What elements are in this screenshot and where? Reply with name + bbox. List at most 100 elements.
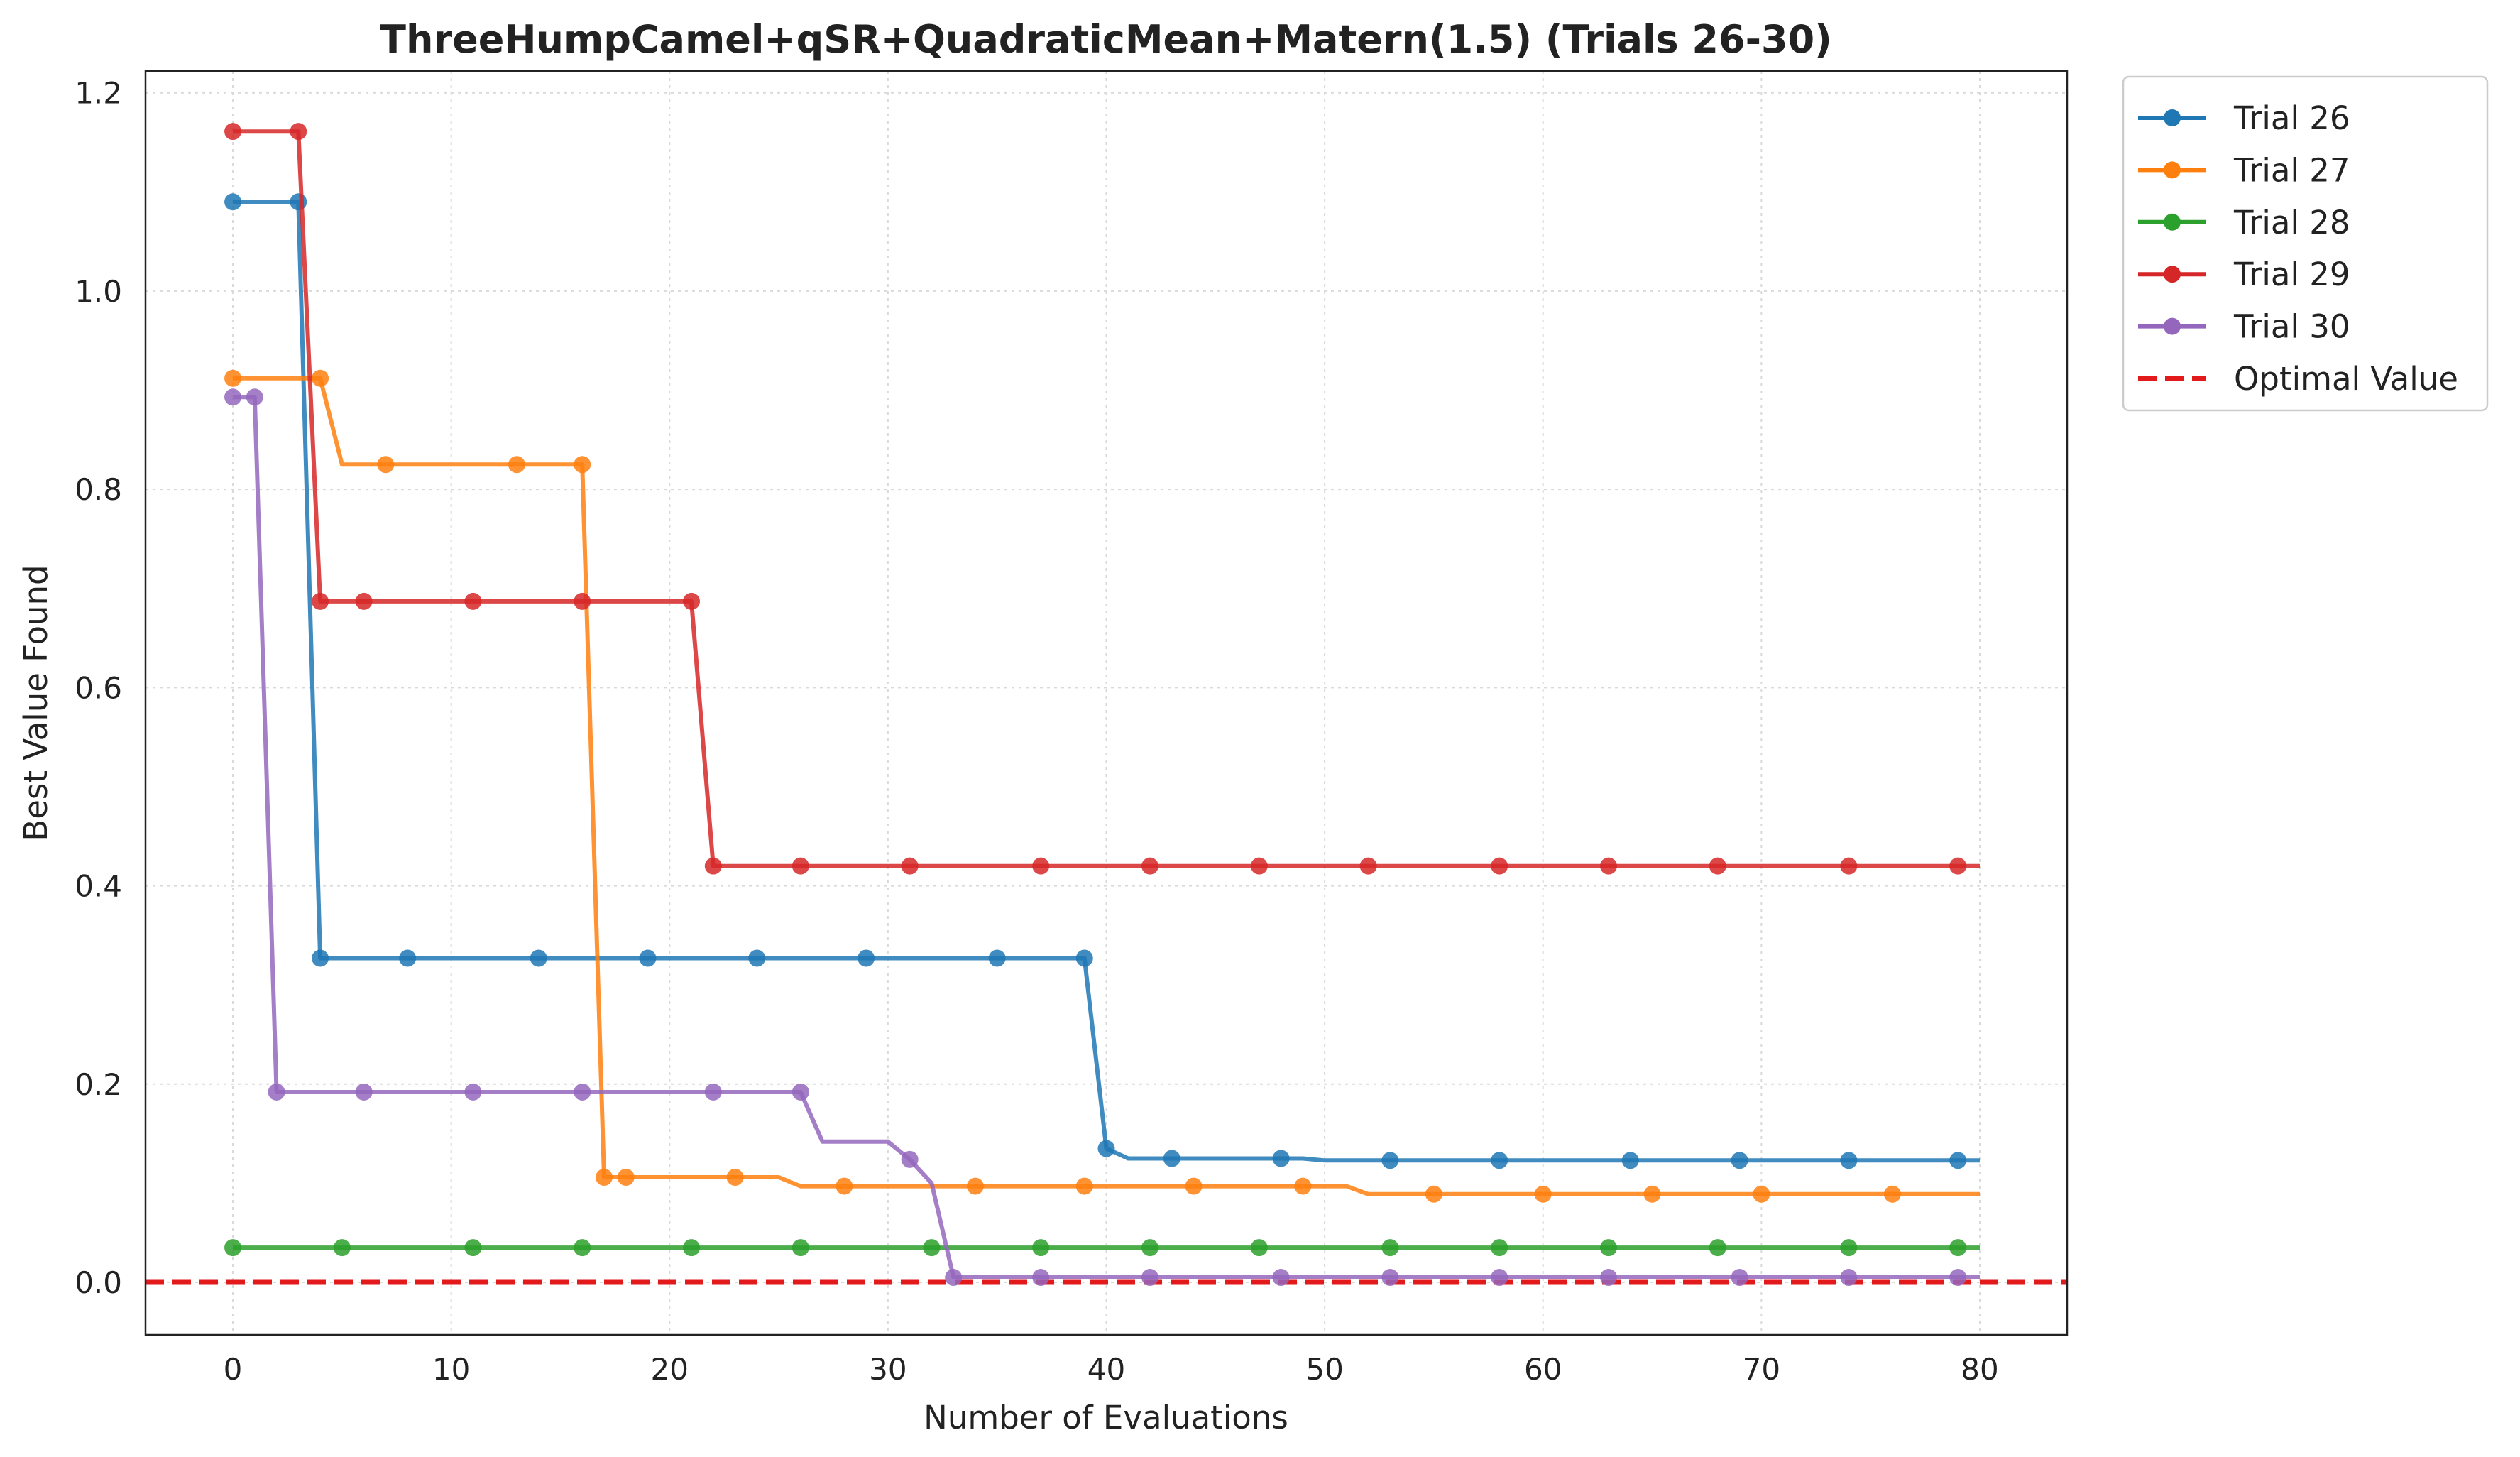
data-point bbox=[464, 1239, 482, 1257]
data-point bbox=[1381, 1152, 1399, 1169]
legend-label: Trial 30 bbox=[2233, 308, 2350, 346]
series-trial-26 bbox=[224, 193, 1980, 1169]
data-point bbox=[1141, 1239, 1159, 1257]
data-point bbox=[574, 1239, 591, 1257]
data-point bbox=[791, 1083, 809, 1101]
x-tick-label: 80 bbox=[1961, 1352, 1998, 1387]
series-trial-29 bbox=[224, 123, 1980, 875]
data-point bbox=[1731, 1152, 1748, 1169]
data-point bbox=[1709, 857, 1726, 875]
legend-item: Optimal Value bbox=[2138, 360, 2458, 398]
data-point bbox=[1359, 857, 1377, 875]
legend: Trial 26 Trial 27 Trial 28 Trial 29 Trial 30… bbox=[2122, 75, 2489, 412]
data-point bbox=[399, 949, 417, 967]
data-point bbox=[224, 123, 242, 141]
grid bbox=[146, 71, 2067, 1335]
data-point bbox=[1534, 1185, 1552, 1203]
data-point bbox=[1621, 1152, 1639, 1169]
data-point bbox=[1032, 857, 1050, 875]
data-point bbox=[508, 456, 525, 474]
x-tick-label: 10 bbox=[432, 1352, 470, 1387]
legend-item: Trial 30 bbox=[2138, 308, 2350, 346]
data-point bbox=[1840, 1239, 1858, 1257]
data-point bbox=[1643, 1185, 1661, 1203]
data-point bbox=[966, 1177, 984, 1195]
data-point bbox=[836, 1177, 853, 1195]
data-point bbox=[595, 1169, 613, 1186]
data-point bbox=[1753, 1185, 1770, 1203]
data-point bbox=[1185, 1177, 1203, 1195]
legend-label: Trial 28 bbox=[2233, 204, 2350, 241]
data-point bbox=[290, 123, 307, 141]
x-axis-ticks: 0 10 20 30 40 50 60 70 80 bbox=[224, 1352, 1999, 1387]
data-point bbox=[1709, 1239, 1726, 1257]
data-point bbox=[988, 949, 1006, 967]
data-point bbox=[617, 1169, 635, 1186]
data-point bbox=[1294, 1177, 1312, 1195]
data-point bbox=[312, 369, 329, 387]
legend-label: Trial 27 bbox=[2233, 151, 2350, 189]
x-tick-label: 70 bbox=[1743, 1352, 1780, 1387]
y-axis-ticks: 0.0 0.2 0.4 0.6 0.8 1.0 1.2 bbox=[75, 76, 122, 1300]
series-trial-30 bbox=[224, 388, 1980, 1287]
data-point bbox=[1840, 1152, 1858, 1169]
data-point bbox=[1381, 1269, 1399, 1287]
data-point bbox=[355, 1083, 373, 1101]
data-point bbox=[530, 949, 547, 967]
y-tick-label: 0.2 bbox=[75, 1067, 122, 1102]
data-point bbox=[1949, 857, 1967, 875]
data-point bbox=[748, 949, 766, 967]
x-tick-label: 50 bbox=[1305, 1352, 1343, 1387]
data-point bbox=[1141, 857, 1159, 875]
data-point bbox=[377, 456, 395, 474]
x-tick-label: 30 bbox=[869, 1352, 906, 1387]
x-tick-label: 40 bbox=[1088, 1352, 1125, 1387]
data-point bbox=[1491, 1269, 1508, 1287]
data-point bbox=[1425, 1185, 1442, 1203]
data-point bbox=[464, 592, 482, 610]
data-point bbox=[858, 949, 875, 967]
plot-area-frame bbox=[144, 70, 2069, 1336]
y-tick-label: 0.4 bbox=[75, 869, 122, 904]
data-point bbox=[1163, 1150, 1180, 1167]
data-point bbox=[1491, 857, 1508, 875]
series-line bbox=[233, 376, 1980, 1196]
legend-item: Trial 29 bbox=[2138, 256, 2350, 293]
x-tick-label: 60 bbox=[1524, 1352, 1562, 1387]
data-point bbox=[683, 592, 701, 610]
data-point bbox=[923, 1239, 941, 1257]
data-point bbox=[1272, 1150, 1290, 1167]
legend-marker bbox=[2164, 317, 2181, 335]
series-trial-28 bbox=[224, 1239, 1980, 1257]
data-point bbox=[1600, 1239, 1618, 1257]
data-point bbox=[726, 1169, 744, 1186]
data-point bbox=[1250, 1239, 1268, 1257]
y-tick-label: 1.0 bbox=[75, 274, 122, 309]
data-point bbox=[312, 949, 329, 967]
data-point bbox=[1600, 1269, 1618, 1287]
data-point bbox=[791, 1239, 809, 1257]
data-point bbox=[1731, 1269, 1748, 1287]
data-point bbox=[1600, 857, 1618, 875]
data-point bbox=[1381, 1239, 1399, 1257]
data-point bbox=[1949, 1239, 1967, 1257]
legend-item: Trial 28 bbox=[2138, 204, 2350, 241]
data-point bbox=[1141, 1269, 1159, 1287]
data-point bbox=[1949, 1152, 1967, 1169]
data-point bbox=[1883, 1185, 1901, 1203]
y-axis-label: Best Value Found bbox=[17, 564, 55, 841]
legend-label: Trial 29 bbox=[2233, 256, 2350, 293]
legend-box bbox=[2122, 75, 2489, 412]
data-point bbox=[791, 857, 809, 875]
legend-item: Trial 26 bbox=[2138, 99, 2350, 137]
data-point bbox=[464, 1083, 482, 1101]
series-group bbox=[224, 123, 1980, 1287]
y-tick-label: 1.2 bbox=[75, 76, 122, 111]
data-point bbox=[224, 369, 242, 387]
data-point bbox=[1032, 1269, 1050, 1287]
data-point bbox=[268, 1083, 285, 1101]
data-point bbox=[574, 456, 591, 474]
data-point bbox=[574, 1083, 591, 1101]
